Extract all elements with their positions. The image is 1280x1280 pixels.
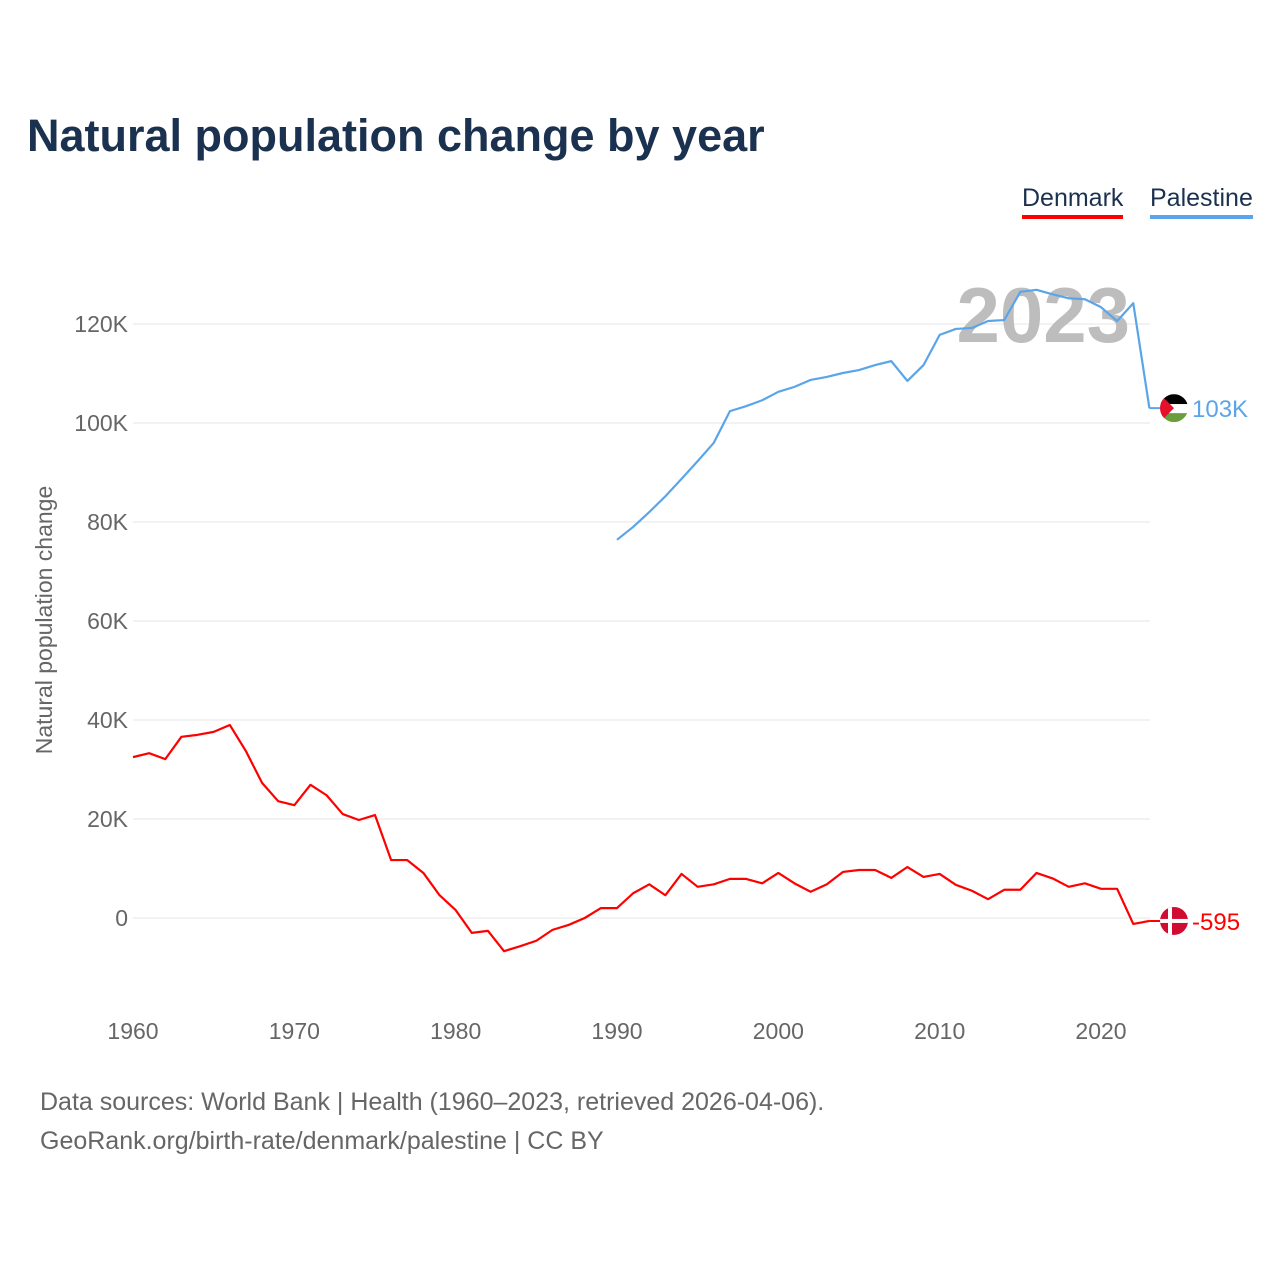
series-line-denmark: [132, 723, 1150, 953]
attribution-link[interactable]: GeoRank.org/birth-rate/denmark/palestine…: [40, 1127, 604, 1155]
flag-stripe-black: [1160, 394, 1188, 405]
flag-body: [1160, 906, 1188, 935]
flag-stripe-white: [1160, 404, 1188, 414]
x-tick-label: 2000: [753, 1018, 804, 1044]
end-value-label: 103K: [1192, 396, 1248, 423]
flag-body: [1160, 394, 1188, 423]
x-tick-label: 1960: [107, 1018, 158, 1044]
palestine-flag-icon: [1160, 394, 1188, 423]
chart-title: Natural population change by year: [27, 110, 765, 161]
legend-denmark[interactable]: Denmark: [1022, 184, 1124, 219]
flag-triangle: [1160, 394, 1174, 423]
denmark-flag-icon: [1160, 906, 1188, 935]
current-year-watermark: 2023: [956, 271, 1130, 359]
y-tick-label: 40K: [87, 707, 129, 733]
series-line-palestine: [616, 288, 1151, 541]
data-sources-note: Data sources: World Bank | Health (1960–…: [40, 1088, 825, 1116]
legend-palestine[interactable]: Palestine: [1150, 184, 1253, 219]
flag-stripe-green: [1160, 413, 1188, 423]
y-tick-label: 100K: [74, 410, 128, 436]
y-tick-label: 120K: [74, 311, 128, 337]
x-tick-label: 2010: [914, 1018, 965, 1044]
y-tick-label: 80K: [87, 509, 129, 535]
end-value-label: -595: [1192, 909, 1240, 936]
x-tick-label: 1990: [591, 1018, 642, 1044]
flag-cross-h: [1160, 918, 1188, 923]
y-tick-label: 60K: [87, 608, 129, 634]
y-axis-label: Natural population change: [31, 486, 57, 755]
y-tick-label: 20K: [87, 806, 129, 832]
x-tick-label: 1970: [269, 1018, 320, 1044]
x-tick-label: 1980: [430, 1018, 481, 1044]
x-tick-label: 2020: [1075, 1018, 1126, 1044]
y-tick-label: 0: [115, 905, 128, 931]
